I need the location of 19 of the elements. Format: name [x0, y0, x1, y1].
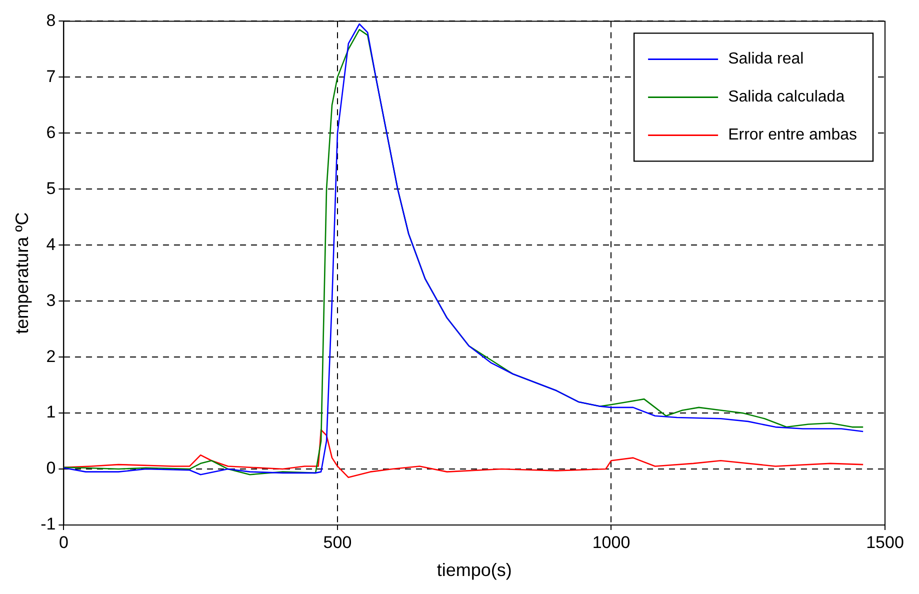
y-tick-label: 1 [46, 402, 56, 422]
y-tick-label: 2 [46, 346, 56, 366]
legend-label: Error entre ambas [728, 126, 857, 144]
y-tick-label: 4 [46, 234, 56, 254]
legend-label: Salida calculada [728, 88, 845, 106]
y-tick-label: 0 [46, 458, 56, 478]
legend-label: Salida real [728, 50, 804, 68]
x-tick-label: 500 [323, 532, 352, 552]
y-tick-label: 8 [46, 10, 56, 30]
x-tick-label: 0 [58, 532, 68, 552]
y-tick-label: 5 [46, 178, 56, 198]
x-tick-label: 1000 [592, 532, 630, 552]
x-axis-title: tiempo(s) [436, 560, 512, 580]
x-tick-label: 1500 [866, 532, 904, 552]
y-tick-label: 3 [46, 290, 56, 310]
y-tick-label: 7 [46, 66, 56, 86]
y-axis-title: temperatura ºC [12, 212, 32, 334]
y-tick-label: 6 [46, 122, 56, 142]
y-tick-label: -1 [40, 514, 56, 534]
